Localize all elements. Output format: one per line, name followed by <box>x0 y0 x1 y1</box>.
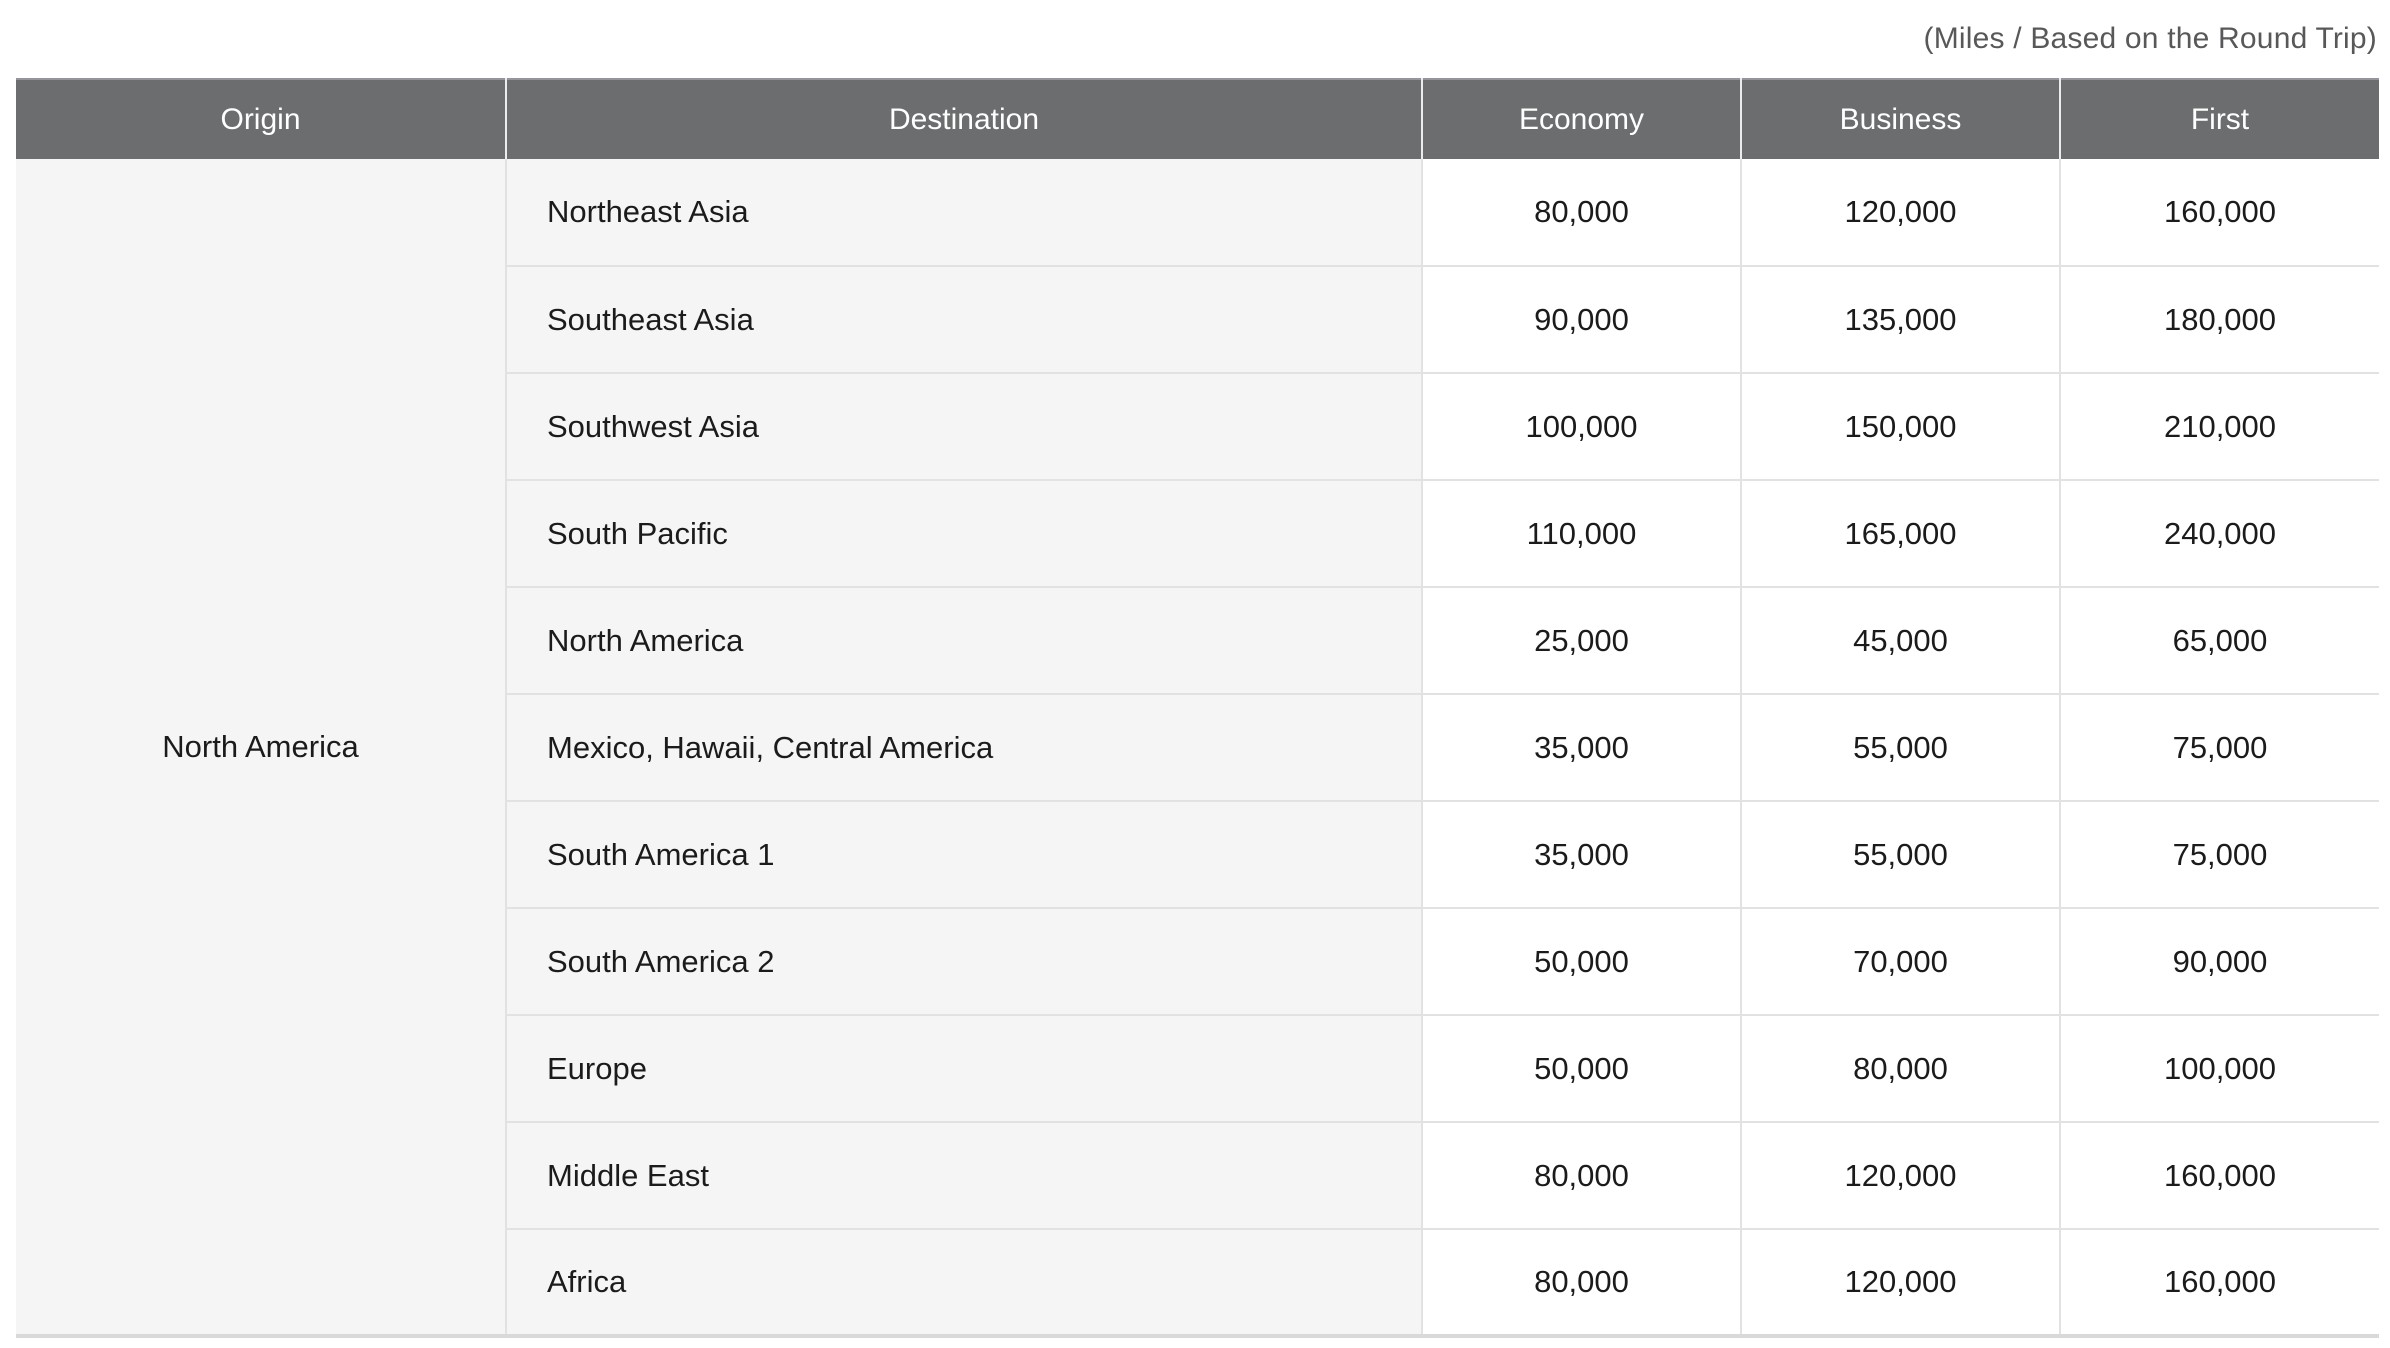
first-cell: 240,000 <box>2059 479 2379 588</box>
business-cell: 120,000 <box>1740 1121 2061 1230</box>
award-miles-table: Origin Destination Economy Business Firs… <box>16 78 2379 1338</box>
business-cell: 80,000 <box>1740 1014 2061 1123</box>
business-cell: 135,000 <box>1740 265 2061 374</box>
economy-cell: 35,000 <box>1421 800 1742 909</box>
column-header-business: Business <box>1741 78 2061 159</box>
destination-cell: South America 1 <box>506 800 1423 909</box>
business-cell: 165,000 <box>1740 479 2061 588</box>
economy-cell: 80,000 <box>1421 159 1742 267</box>
column-header-first: First <box>2060 78 2379 159</box>
first-cell: 75,000 <box>2059 800 2379 909</box>
economy-cell: 50,000 <box>1421 1014 1742 1123</box>
table-row: North America 25,000 45,000 65,000 <box>16 586 2379 695</box>
business-cell: 45,000 <box>1740 586 2061 695</box>
destination-cell: Southeast Asia <box>506 265 1423 374</box>
business-cell: 55,000 <box>1740 693 2061 802</box>
first-cell: 210,000 <box>2059 372 2379 481</box>
destination-cell: South America 2 <box>506 907 1423 1016</box>
business-cell: 70,000 <box>1740 907 2061 1016</box>
destination-cell: Europe <box>506 1014 1423 1123</box>
table-row: South America 2 50,000 70,000 90,000 <box>16 907 2379 1016</box>
table-row: Southeast Asia 90,000 135,000 180,000 <box>16 265 2379 374</box>
first-cell: 160,000 <box>2059 1121 2379 1230</box>
origin-cell: North America <box>16 159 507 1337</box>
first-cell: 160,000 <box>2059 159 2379 267</box>
first-cell: 75,000 <box>2059 693 2379 802</box>
table-row: Africa 80,000 120,000 160,000 <box>16 1228 2379 1336</box>
economy-cell: 90,000 <box>1421 265 1742 374</box>
economy-cell: 80,000 <box>1421 1121 1742 1230</box>
destination-cell: Africa <box>506 1228 1423 1336</box>
table-row: South America 1 35,000 55,000 75,000 <box>16 800 2379 909</box>
business-cell: 150,000 <box>1740 372 2061 481</box>
table-row: Southwest Asia 100,000 150,000 210,000 <box>16 372 2379 481</box>
economy-cell: 25,000 <box>1421 586 1742 695</box>
caption-bar: (Miles / Based on the Round Trip) <box>0 0 2379 78</box>
table-row: North America Northeast Asia 80,000 120,… <box>16 159 2379 1337</box>
economy-cell: 100,000 <box>1421 372 1742 481</box>
economy-cell: 50,000 <box>1421 907 1742 1016</box>
column-header-economy: Economy <box>1422 78 1742 159</box>
destination-cell: North America <box>506 586 1423 695</box>
economy-cell: 35,000 <box>1421 693 1742 802</box>
header-row: Origin Destination Economy Business Firs… <box>16 78 2379 159</box>
business-cell: 120,000 <box>1740 159 2061 267</box>
first-cell: 90,000 <box>2059 907 2379 1016</box>
table-row: Europe 50,000 80,000 100,000 <box>16 1014 2379 1123</box>
first-cell: 160,000 <box>2059 1228 2379 1336</box>
table-row: South Pacific 110,000 165,000 240,000 <box>16 479 2379 588</box>
destination-cell: Northeast Asia <box>505 159 1423 267</box>
destination-cell: South Pacific <box>506 479 1423 588</box>
economy-cell: 80,000 <box>1421 1228 1742 1336</box>
table-row: Middle East 80,000 120,000 160,000 <box>16 1121 2379 1230</box>
destination-cell: Middle East <box>506 1121 1423 1230</box>
economy-cell: 110,000 <box>1421 479 1742 588</box>
column-header-origin: Origin <box>16 78 507 159</box>
table-row: Mexico, Hawaii, Central America 35,000 5… <box>16 693 2379 802</box>
business-cell: 55,000 <box>1740 800 2061 909</box>
first-cell: 100,000 <box>2059 1014 2379 1123</box>
destination-cell: Mexico, Hawaii, Central America <box>506 693 1423 802</box>
column-header-destination: Destination <box>506 78 1423 159</box>
business-cell: 120,000 <box>1740 1228 2061 1336</box>
first-cell: 180,000 <box>2059 265 2379 374</box>
miles-round-trip-caption: (Miles / Based on the Round Trip) <box>1923 22 2377 55</box>
first-cell: 65,000 <box>2059 586 2379 695</box>
destination-cell: Southwest Asia <box>506 372 1423 481</box>
